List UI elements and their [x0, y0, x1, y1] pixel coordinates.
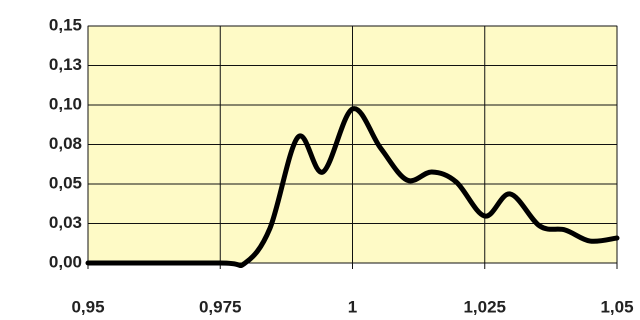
y-tick-label: 0,13 — [49, 55, 82, 74]
y-tick-label: 0,03 — [49, 213, 82, 232]
x-tick-label: 1,025 — [463, 297, 506, 316]
y-tick-label: 0,10 — [49, 94, 82, 113]
y-tick-label: 0,15 — [49, 15, 82, 34]
y-tick-label: 0,08 — [49, 134, 82, 153]
x-tick-label: 1,05 — [600, 297, 633, 316]
y-tick-label: 0,05 — [49, 173, 82, 192]
x-tick-label: 0,95 — [71, 297, 104, 316]
x-tick-label: 1 — [348, 297, 357, 316]
data-line — [85, 106, 620, 269]
x-tick-label: 0,975 — [199, 297, 242, 316]
y-tick-label: 0,00 — [49, 252, 82, 271]
